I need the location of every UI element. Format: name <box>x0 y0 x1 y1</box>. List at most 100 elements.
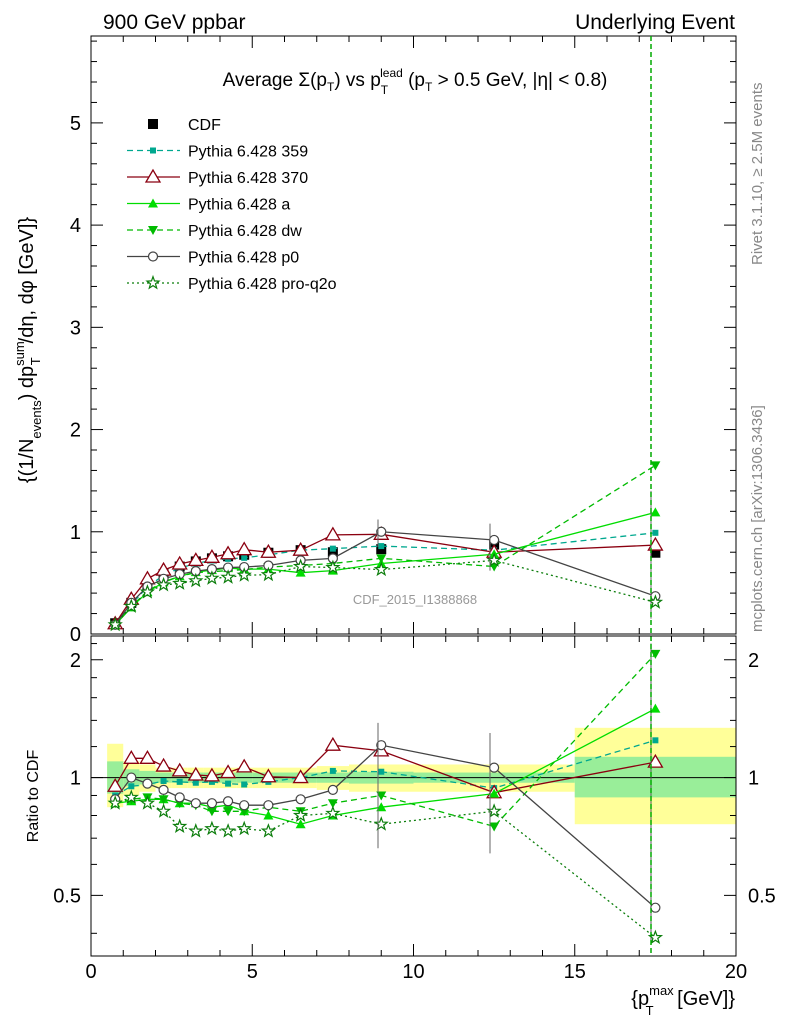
data-point <box>260 543 277 558</box>
ratio-data-point <box>155 757 172 772</box>
ratio-data-point <box>329 767 336 774</box>
legend-item-pythia-6-428-359: Pythia 6.428 359 <box>127 144 308 161</box>
data-point <box>650 507 661 517</box>
y-tick-label: 1 <box>70 522 81 544</box>
ratio-data-point <box>263 810 274 820</box>
data-point <box>325 559 341 575</box>
x-tick-label: 0 <box>85 961 96 983</box>
data-point <box>489 534 500 546</box>
ratio-data-point <box>206 807 217 817</box>
data-point <box>107 616 123 632</box>
ratio-series-pythia-6-428-pro-q2o <box>107 789 664 945</box>
ratio-data-point <box>489 762 500 773</box>
ratio-data-point <box>236 758 253 773</box>
ratio-series-line <box>114 796 656 939</box>
ratio-data-point <box>158 795 169 805</box>
legend-label: Pythia 6.428 370 <box>188 170 308 187</box>
y-tick-label-right: 1 <box>748 768 759 790</box>
ratio-data-point <box>652 737 659 744</box>
rivet-label: Rivet 3.1.10, ≥ 2.5M events <box>749 83 766 266</box>
data-point <box>292 558 309 574</box>
x-tick-label: 10 <box>402 961 424 983</box>
ratio-data-point <box>139 795 156 810</box>
data-point <box>236 541 253 556</box>
main-plot-ticks <box>90 36 737 635</box>
ratio-data-point <box>158 784 169 796</box>
ratio-data-point <box>650 902 661 913</box>
ratio-data-point <box>223 807 234 817</box>
ratio-data-point <box>142 778 153 789</box>
legend: CDF Pythia 6.428 359 Pythia 6.428 370 Pythi… <box>127 117 337 293</box>
ratio-data-point <box>176 778 183 785</box>
data-point <box>373 561 389 577</box>
ratio-data-point <box>292 807 309 823</box>
data-point <box>219 545 237 560</box>
ratio-data-point <box>128 783 135 790</box>
data-point <box>376 526 387 537</box>
data-point <box>139 584 156 599</box>
ratio-data-point <box>192 779 199 786</box>
legend-item-pythia-6-428-p0: Pythia 6.428 p0 <box>127 250 299 267</box>
ratio-data-point <box>650 703 661 713</box>
legend-marker <box>144 168 162 183</box>
ratio-data-point <box>239 800 250 811</box>
y-tick-label-right: 0.5 <box>748 885 776 907</box>
ratio-data-point <box>126 772 137 783</box>
header-right: Underlying Event <box>575 11 735 34</box>
ratio-plot-ticks <box>90 636 737 956</box>
data-point <box>236 567 252 582</box>
ratio-data-point <box>123 750 140 764</box>
ratio-y-axis-label: Ratio to CDF <box>25 750 42 843</box>
ratio-data-point <box>647 753 664 768</box>
ratio-data-point <box>292 769 309 784</box>
data-point <box>329 545 336 552</box>
header-left: 900 GeV ppbar <box>103 11 245 34</box>
data-point <box>220 569 236 584</box>
main-plot-panel: 0 1 2 3 4 5 CDF_2015_I1388868 Average Σ(pT) v… <box>70 35 737 646</box>
ratio-plot-panel: 0.5 0.5 1 1 2 2 0 5 10 15 20 <box>53 635 776 983</box>
data-point <box>650 547 661 558</box>
ratio-data-point <box>225 780 232 787</box>
ratio-data-point <box>378 768 385 775</box>
data-point <box>652 529 659 536</box>
ratio-data-point <box>190 798 201 809</box>
ratio-data-point <box>187 766 204 781</box>
y-tick-label: 0.5 <box>53 885 81 907</box>
y-tick-label: 4 <box>70 215 81 237</box>
legend-item-pythia-6-428-pro-q2o: Pythia 6.428 pro-q2o <box>127 274 337 293</box>
legend-label: Pythia 6.428 dw <box>188 223 302 240</box>
watermark: CDF_2015_I1388868 <box>353 592 477 607</box>
x-tick-label: 20 <box>725 961 747 983</box>
ratio-data-point <box>171 762 188 777</box>
ratio-data-point <box>203 767 221 782</box>
ratio-data-point <box>208 778 215 785</box>
data-point <box>123 598 139 613</box>
data-point <box>327 547 338 558</box>
ratio-data-point <box>376 791 387 801</box>
ratio-data-point <box>107 777 124 792</box>
ratio-data-point <box>327 799 338 809</box>
y-tick-label: 5 <box>70 113 81 135</box>
y-tick-label: 2 <box>70 420 81 442</box>
legend-item-pythia-6-428-a: Pythia 6.428 a <box>127 197 290 214</box>
ratio-data-point <box>260 823 277 838</box>
data-point <box>376 554 387 564</box>
legend-marker <box>148 119 158 129</box>
ratio-series-pythia-6-428-p0 <box>110 740 661 913</box>
ratio-data-point <box>236 820 252 836</box>
ratio-data-point <box>139 750 156 764</box>
ratio-data-point <box>222 796 234 807</box>
ratio-data-point <box>160 777 167 784</box>
legend-label: Pythia 6.428 a <box>188 197 290 214</box>
ratio-series-pythia-6-428-370 <box>107 736 664 799</box>
main-y-axis-label: {(1/Nevents) dpsumT/dη, dφ [GeV]} <box>12 217 44 483</box>
ratio-uncertainty-bands <box>107 727 736 825</box>
data-point <box>260 566 277 582</box>
ratio-data-point <box>295 819 306 829</box>
ratio-data-point <box>188 823 204 838</box>
data-point <box>650 461 661 471</box>
plot-title: Average Σ(pT) vs pTlead (pT > 0.5 GeV, |… <box>223 66 608 97</box>
ratio-data-point <box>327 784 338 796</box>
ratio-data-point <box>220 823 236 838</box>
legend-label: Pythia 6.428 p0 <box>188 250 299 267</box>
